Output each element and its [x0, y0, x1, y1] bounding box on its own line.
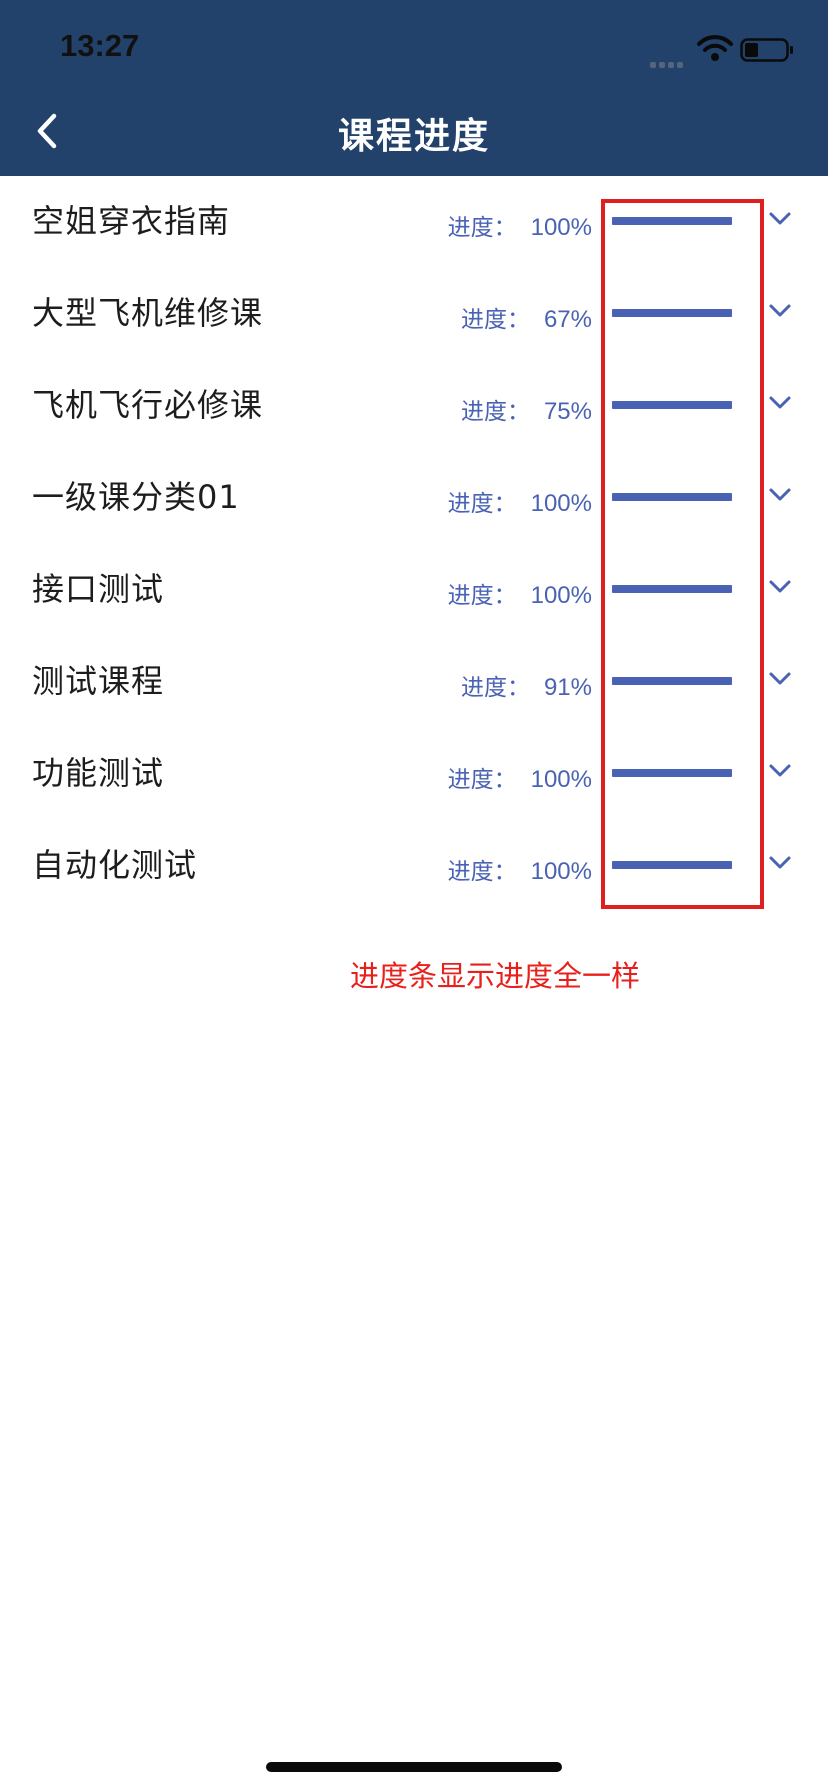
progress-label: 进度： [447, 859, 517, 885]
course-row[interactable]: 一级课分类01 进度： 100% [0, 452, 828, 544]
progress-text: 进度： 100% [448, 576, 592, 610]
progress-value: 100% [530, 582, 592, 609]
nav-header: 13:27 课程进度 [0, 0, 828, 176]
progress-value: 91% [543, 674, 592, 701]
progress-text: 进度： 75% [461, 392, 592, 426]
progress-bar-fill [612, 493, 732, 501]
progress-label: 进度： [447, 767, 517, 793]
cellular-signal-icon [650, 53, 686, 68]
chevron-down-icon[interactable] [768, 671, 792, 687]
course-name: 接口测试 [32, 570, 165, 608]
progress-bar-fill [612, 769, 732, 777]
progress-value: 100% [530, 858, 592, 885]
chevron-down-icon[interactable] [768, 855, 792, 871]
progress-label: 进度： [460, 399, 530, 425]
progress-text: 进度： 67% [461, 300, 592, 334]
progress-bar-fill [612, 309, 732, 317]
progress-bar-fill [612, 401, 732, 409]
progress-text: 进度： 91% [461, 668, 592, 702]
progress-value: 100% [530, 766, 592, 793]
page-title: 课程进度 [337, 116, 490, 157]
home-indicator[interactable] [266, 1762, 562, 1772]
progress-bar [612, 493, 732, 501]
progress-bar [612, 677, 732, 685]
chevron-down-icon[interactable] [768, 487, 792, 503]
progress-text: 进度： 100% [448, 484, 592, 518]
wifi-icon [697, 35, 733, 61]
chevron-down-icon[interactable] [768, 579, 792, 595]
course-name: 一级课分类01 [32, 478, 240, 516]
course-name: 自动化测试 [32, 846, 198, 884]
course-name: 测试课程 [32, 662, 165, 700]
progress-value: 100% [530, 490, 592, 517]
progress-label: 进度： [447, 215, 517, 241]
back-button[interactable] [28, 108, 68, 154]
progress-bar-fill [612, 677, 732, 685]
progress-text: 进度： 100% [448, 760, 592, 794]
progress-bar-fill [612, 861, 732, 869]
chevron-down-icon[interactable] [768, 211, 792, 227]
progress-value: 75% [543, 398, 592, 425]
course-list: 空姐穿衣指南 进度： 100% 大型飞机维修课 进度： 67% 飞机飞行必修课 进度： 75% 一… [0, 176, 828, 912]
progress-label: 进度： [460, 307, 530, 333]
chevron-down-icon[interactable] [768, 303, 792, 319]
progress-label: 进度： [460, 675, 530, 701]
progress-text: 进度： 100% [448, 208, 592, 242]
course-row[interactable]: 自动化测试 进度： 100% [0, 820, 828, 912]
progress-bar-fill [612, 585, 732, 593]
course-row[interactable]: 空姐穿衣指南 进度： 100% [0, 176, 828, 268]
course-row[interactable]: 测试课程 进度： 91% [0, 636, 828, 728]
progress-label: 进度： [447, 491, 517, 517]
chevron-down-icon[interactable] [768, 763, 792, 779]
chevron-down-icon[interactable] [768, 395, 792, 411]
progress-value: 100% [530, 214, 592, 241]
progress-bar [612, 217, 732, 225]
annotation-note: 进度条显示进度全一样 [350, 959, 641, 993]
progress-value: 67% [543, 306, 592, 333]
progress-bar-fill [612, 217, 732, 225]
progress-label: 进度： [447, 583, 517, 609]
course-name: 空姐穿衣指南 [32, 202, 231, 240]
progress-bar [612, 861, 732, 869]
progress-text: 进度： 100% [448, 852, 592, 886]
annotation-highlight-box [601, 199, 764, 909]
progress-bar [612, 769, 732, 777]
status-time: 13:27 [60, 28, 140, 63]
course-name: 功能测试 [32, 754, 165, 792]
course-row[interactable]: 大型飞机维修课 进度： 67% [0, 268, 828, 360]
course-name: 大型飞机维修课 [32, 294, 264, 332]
course-row[interactable]: 接口测试 进度： 100% [0, 544, 828, 636]
progress-bar [612, 401, 732, 409]
course-row[interactable]: 飞机飞行必修课 进度： 75% [0, 360, 828, 452]
progress-bar [612, 585, 732, 593]
course-name: 飞机飞行必修课 [32, 386, 264, 424]
course-row[interactable]: 功能测试 进度： 100% [0, 728, 828, 820]
battery-icon [740, 38, 793, 62]
progress-bar [612, 309, 732, 317]
